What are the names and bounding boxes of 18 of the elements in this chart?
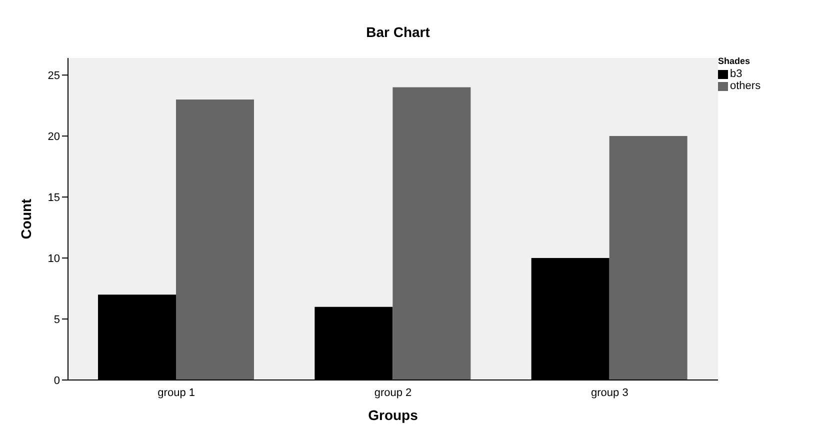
bar (609, 136, 688, 380)
chart-title: Bar Chart (365, 24, 431, 40)
y-axis-title: Count (18, 198, 34, 240)
x-axis-title: Groups (368, 407, 418, 423)
x-tick-label: group 1 (158, 386, 195, 399)
x-tick-label: group 2 (374, 386, 412, 399)
legend-label: b3 (730, 68, 742, 80)
y-tick-label: 0 (54, 374, 60, 387)
y-tick-label: 15 (48, 192, 60, 204)
bar (176, 99, 254, 380)
y-tick-label: 20 (48, 130, 60, 143)
y-tick-label: 5 (54, 314, 60, 326)
legend-label: others (730, 80, 761, 92)
legend-title: Shades (718, 56, 752, 66)
y-tick-label: 25 (48, 70, 60, 82)
x-tick-label: group 3 (591, 386, 628, 399)
y-tick-label: 10 (48, 252, 60, 265)
bar (392, 87, 471, 380)
